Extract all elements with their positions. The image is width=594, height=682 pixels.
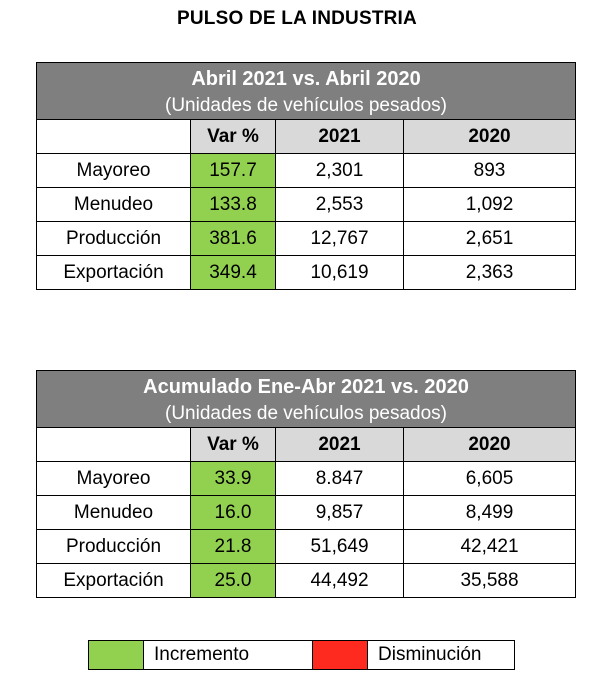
row-label: Mayoreo <box>36 153 191 188</box>
column-header-var: Var % <box>190 427 276 462</box>
value-2021-cell: 2,553 <box>275 187 404 222</box>
table-subtitle: (Unidades de vehículos pesados) <box>35 401 577 428</box>
table-row: Menudeo 133.8 2,553 1,092 <box>36 187 577 222</box>
table-row: Mayoreo 33.9 8.847 6,605 <box>36 461 577 496</box>
var-cell: 16.0 <box>190 495 276 530</box>
var-cell: 133.8 <box>190 187 276 222</box>
value-2020-cell: 35,588 <box>402 563 577 598</box>
increase-label: Incremento <box>154 644 250 665</box>
table-title: Acumulado Ene-Abr 2021 vs. 2020 <box>35 370 577 401</box>
decrease-swatch <box>312 641 368 669</box>
table-row: Menudeo 16.0 9,857 8,499 <box>36 495 577 530</box>
value-2020-cell: 42,421 <box>402 529 577 564</box>
table-row: Mayoreo 157.7 2,301 893 <box>36 153 577 188</box>
column-header-label <box>36 119 191 154</box>
row-label: Producción <box>36 529 191 564</box>
value-2021-cell: 2,301 <box>275 153 404 188</box>
column-header-2020: 2020 <box>402 427 577 462</box>
value-2020-cell: 893 <box>402 153 577 188</box>
row-label: Mayoreo <box>36 461 191 496</box>
value-2021-cell: 9,857 <box>275 495 404 530</box>
row-label: Menudeo <box>36 187 191 222</box>
legend: Incremento Disminución <box>88 640 515 670</box>
var-cell: 381.6 <box>190 221 276 256</box>
column-header-2020: 2020 <box>402 119 577 154</box>
table-row: Exportación 349.4 10,619 2,363 <box>36 255 577 290</box>
value-2021-cell: 12,767 <box>275 221 404 256</box>
decrease-label: Disminución <box>378 644 482 665</box>
column-header-2021: 2021 <box>275 119 404 154</box>
var-cell: 157.7 <box>190 153 276 188</box>
row-label: Menudeo <box>36 495 191 530</box>
row-label: Exportación <box>36 563 191 598</box>
value-2021-cell: 10,619 <box>275 255 404 290</box>
var-cell: 21.8 <box>190 529 276 564</box>
monthly-comparison-table: Abril 2021 vs. Abril 2020 (Unidades de v… <box>35 62 577 290</box>
value-2020-cell: 2,363 <box>402 255 577 290</box>
column-header-var: Var % <box>190 119 276 154</box>
table-row: Producción 21.8 51,649 42,421 <box>36 529 577 564</box>
value-2021-cell: 44,492 <box>275 563 404 598</box>
value-2021-cell: 51,649 <box>275 529 404 564</box>
table-title: Abril 2021 vs. Abril 2020 <box>35 62 577 93</box>
value-2021-cell: 8.847 <box>275 461 404 496</box>
value-2020-cell: 2,651 <box>402 221 577 256</box>
increase-swatch <box>89 641 144 669</box>
value-2020-cell: 6,605 <box>402 461 577 496</box>
column-header-label <box>36 427 191 462</box>
column-header-2021: 2021 <box>275 427 404 462</box>
table-row: Exportación 25.0 44,492 35,588 <box>36 563 577 598</box>
cumulative-comparison-table: Acumulado Ene-Abr 2021 vs. 2020 (Unidade… <box>35 370 577 598</box>
var-cell: 349.4 <box>190 255 276 290</box>
value-2020-cell: 1,092 <box>402 187 577 222</box>
row-label: Exportación <box>36 255 191 290</box>
table-subtitle: (Unidades de vehículos pesados) <box>35 93 577 120</box>
page-title: PULSO DE LA INDUSTRIA <box>177 8 417 29</box>
table-row: Producción 381.6 12,767 2,651 <box>36 221 577 256</box>
var-cell: 33.9 <box>190 461 276 496</box>
var-cell: 25.0 <box>190 563 276 598</box>
value-2020-cell: 8,499 <box>402 495 577 530</box>
row-label: Producción <box>36 221 191 256</box>
